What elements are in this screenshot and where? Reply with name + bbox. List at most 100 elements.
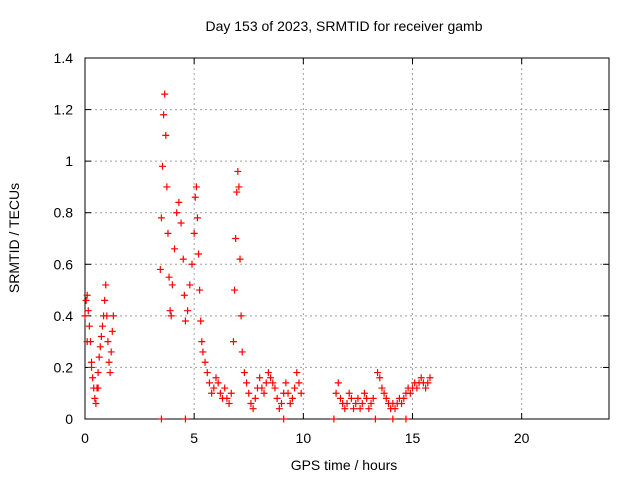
data-point (227, 389, 235, 397)
data-point (105, 358, 113, 366)
data-point (92, 400, 100, 408)
data-point (163, 183, 171, 191)
data-point (94, 369, 102, 377)
data-point (358, 400, 366, 408)
data-point (208, 389, 216, 397)
data-point (216, 389, 224, 397)
data-point (192, 183, 200, 191)
data-point (369, 394, 377, 402)
data-point (341, 405, 349, 413)
data-point (406, 389, 414, 397)
x-tick-label: 0 (81, 430, 89, 446)
data-point (398, 400, 406, 408)
data-point (85, 322, 93, 330)
data-point (97, 332, 105, 340)
data-point (205, 379, 213, 387)
y-tick-label: 0.8 (54, 205, 74, 221)
data-point (400, 394, 408, 402)
data-point (417, 374, 425, 382)
data-point (243, 379, 251, 387)
data-point (188, 260, 196, 268)
data-point (164, 229, 172, 237)
data-point (181, 415, 189, 423)
data-point (236, 255, 244, 263)
data-point (165, 273, 173, 281)
data-point (297, 389, 305, 397)
data-point (179, 255, 187, 263)
data-point (371, 415, 379, 423)
data-point (171, 245, 179, 253)
grid (85, 58, 609, 419)
data-point (98, 322, 106, 330)
data-point (380, 389, 388, 397)
data-point (221, 384, 229, 392)
data-point (184, 307, 192, 315)
data-point (199, 348, 207, 356)
data-point (81, 312, 89, 320)
y-tick-label: 1.4 (54, 50, 74, 66)
data-point (223, 394, 231, 402)
data-point (389, 415, 397, 423)
data-point (210, 384, 218, 392)
x-axis: 0 5 10 15 20 (81, 58, 530, 446)
data-point (251, 394, 259, 402)
data-point (233, 188, 241, 196)
y-tick-label: 1 (65, 153, 73, 169)
data-point (191, 193, 199, 201)
data-point (240, 369, 248, 377)
data-point (231, 286, 239, 294)
data-point (413, 384, 421, 392)
data-point (157, 415, 165, 423)
data-point (352, 400, 360, 408)
data-points (81, 90, 434, 423)
y-tick-label: 0.6 (54, 256, 74, 272)
data-point (180, 291, 188, 299)
data-point (376, 374, 384, 382)
data-point (94, 384, 102, 392)
data-point (106, 369, 114, 377)
data-point (96, 343, 104, 351)
data-point (166, 307, 174, 315)
data-point (363, 394, 371, 402)
chart-title: Day 153 of 2023, SRMTID for receiver gam… (205, 18, 482, 34)
data-point (201, 358, 209, 366)
data-point (193, 214, 201, 222)
data-point (330, 415, 338, 423)
data-point (374, 369, 382, 377)
x-tick-label: 15 (405, 430, 421, 446)
data-point (356, 405, 364, 413)
data-point (89, 374, 97, 382)
data-point (235, 183, 243, 191)
data-point (262, 379, 270, 387)
y-tick-label: 0.4 (54, 308, 74, 324)
data-point (382, 394, 390, 402)
data-point (160, 111, 168, 119)
data-point (83, 291, 91, 299)
data-point (378, 384, 386, 392)
data-point (354, 394, 362, 402)
data-point (214, 379, 222, 387)
x-tick-label: 5 (190, 430, 198, 446)
data-point (275, 405, 283, 413)
data-point (288, 394, 296, 402)
data-point (84, 307, 92, 315)
data-point (104, 338, 112, 346)
data-point (249, 405, 257, 413)
data-point (168, 281, 176, 289)
data-point (157, 214, 165, 222)
data-point (88, 363, 96, 371)
data-point (159, 162, 167, 170)
data-point (256, 374, 264, 382)
data-point (181, 317, 189, 325)
data-point (345, 389, 353, 397)
data-point (402, 415, 410, 423)
data-point (264, 369, 272, 377)
y-tick-label: 0 (65, 411, 73, 427)
data-point (108, 327, 116, 335)
data-point (280, 415, 288, 423)
data-point (103, 312, 111, 320)
data-point (336, 394, 344, 402)
data-point (238, 348, 246, 356)
data-point (269, 379, 277, 387)
